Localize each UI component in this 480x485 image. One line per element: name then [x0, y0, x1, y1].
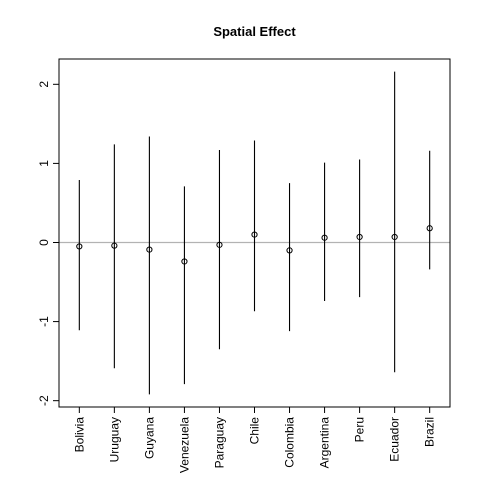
- y-tick-label: 1: [37, 160, 51, 167]
- x-tick-label: Bolivia: [72, 417, 86, 453]
- y-tick-label: -2: [37, 395, 51, 406]
- data-point: [391, 233, 398, 241]
- y-tick-label: 2: [37, 81, 51, 88]
- chart-title: Spatial Effect: [213, 24, 296, 39]
- y-tick-label: -1: [37, 316, 51, 327]
- data-point: [146, 246, 153, 253]
- x-tick-label: Venezuela: [177, 417, 191, 473]
- x-tick-label: Brazil: [423, 417, 437, 447]
- data-point: [251, 231, 258, 238]
- data-point: [181, 258, 188, 265]
- x-tick-label: Colombia: [283, 417, 297, 468]
- y-tick-label: 0: [37, 239, 51, 246]
- x-tick-label: Uruguay: [107, 417, 121, 462]
- x-tick-label: Chile: [248, 417, 262, 445]
- data-point: [426, 225, 433, 232]
- x-tick-label: Argentina: [318, 417, 332, 469]
- data-point: [356, 233, 363, 241]
- x-tick-label: Paraguay: [212, 417, 226, 468]
- plot-frame: [58, 58, 451, 408]
- data-point: [286, 247, 293, 254]
- data-point: [216, 241, 223, 248]
- data-point: [76, 243, 83, 250]
- data-point: [111, 242, 118, 249]
- x-tick-label: Peru: [353, 417, 367, 442]
- x-tick-label: Guyana: [142, 417, 156, 459]
- x-tick-label: Ecuador: [388, 417, 402, 462]
- data-point: [321, 234, 328, 241]
- plot-area: Bolivia Uruguay Guyana Venezuela Paraguay Chi…: [37, 58, 451, 473]
